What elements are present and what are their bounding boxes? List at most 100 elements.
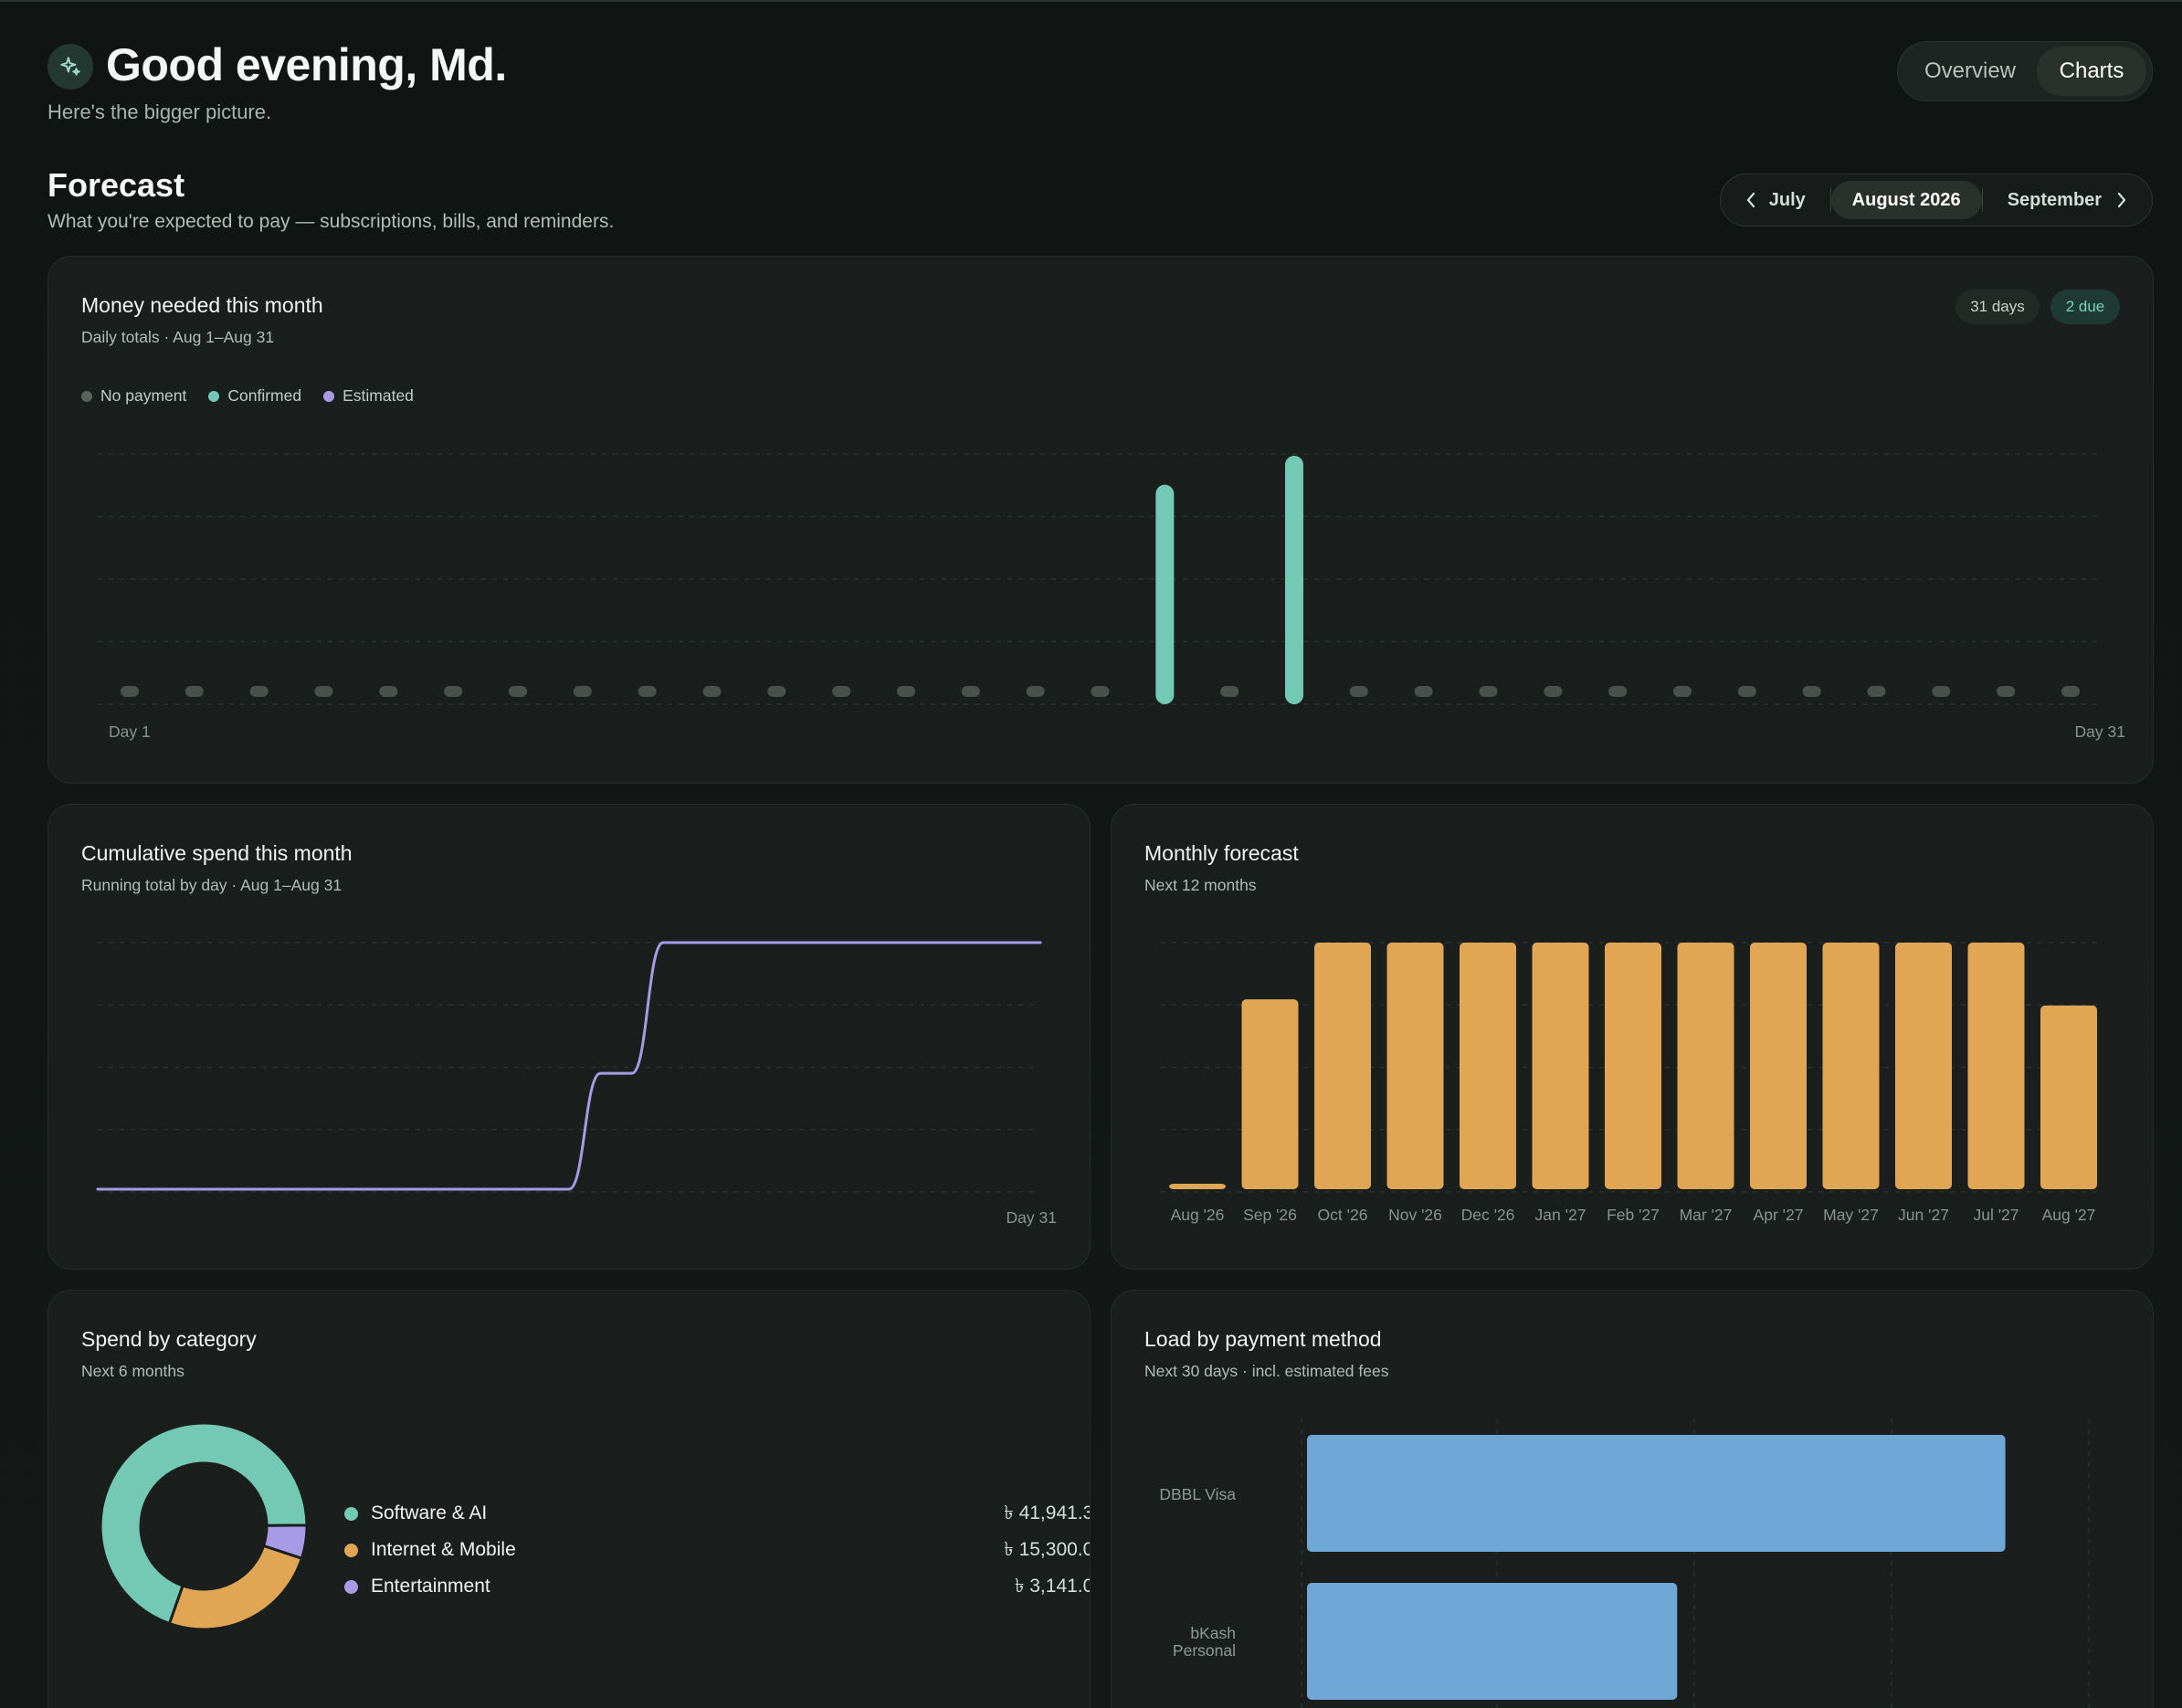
- month-bar: [1314, 943, 1371, 1189]
- tab-overview[interactable]: Overview: [1924, 58, 2017, 83]
- category-row-software: Software & AI ৳ 41,941.30: [344, 1495, 1090, 1532]
- next-month-button[interactable]: September: [1983, 190, 2152, 211]
- prev-month-button[interactable]: July: [1721, 190, 1830, 211]
- category-row-internet: Internet & Mobile ৳ 15,300.00: [344, 1532, 1090, 1568]
- category-name: Entertainment: [371, 1576, 490, 1597]
- month-bar: [1460, 943, 1516, 1189]
- category-amount: ৳ 41,941.30: [1004, 1502, 1090, 1523]
- day-bar-empty: [1414, 686, 1433, 697]
- category-dot: [344, 1579, 358, 1594]
- day-bar-empty: [249, 686, 269, 697]
- view-toggle: Overview Charts: [1897, 41, 2153, 101]
- method-bar: [1307, 1583, 1678, 1700]
- cumulative-card: Cumulative spend this month Running tota…: [47, 804, 1091, 1270]
- x-axis-start: Day 1: [109, 722, 151, 741]
- cumulative-line: [96, 941, 1042, 1191]
- category-row-entertainment: Entertainment ৳ 3,141.00: [344, 1568, 1090, 1605]
- month-bar: [1605, 943, 1661, 1189]
- chart-legend: No payment Confirmed Estimated: [81, 386, 414, 406]
- days-badge: 31 days: [1955, 290, 2040, 324]
- monthly-forecast-card: Monthly forecast Next 12 months Aug '26 S…: [1111, 804, 2154, 1270]
- month-bar: [1677, 943, 1734, 1189]
- chevron-right-icon: [2117, 192, 2126, 208]
- method-label-line: Personal: [1172, 1641, 1236, 1660]
- method-label-dbbl: DBBL Visa: [1126, 1486, 1236, 1503]
- card-subtitle: Daily totals · Aug 1–Aug 31: [81, 328, 275, 346]
- card-subtitle: Next 12 months: [1144, 876, 1257, 894]
- legend-item-no-payment: No payment: [81, 386, 186, 406]
- day-bar-empty: [1220, 686, 1239, 697]
- month-bar: [2040, 1005, 2097, 1189]
- day-bar-empty: [121, 686, 139, 697]
- divider: [1981, 188, 1983, 212]
- x-axis-end: Day 31: [1006, 1208, 1057, 1227]
- month-tick-label: Jun '27: [1898, 1206, 1949, 1224]
- tab-charts[interactable]: Charts: [2037, 47, 2146, 96]
- due-badge: 2 due: [2050, 290, 2120, 324]
- page-greeting: Good evening, Md.: [106, 39, 507, 90]
- day-bar-empty: [379, 686, 398, 697]
- month-tick-label: Apr '27: [1754, 1206, 1804, 1224]
- current-month[interactable]: August 2026: [1830, 181, 1982, 219]
- card-title: Monthly forecast: [1144, 841, 1299, 865]
- month-tick-label: Mar '27: [1680, 1206, 1733, 1224]
- chevron-left-icon: [1746, 192, 1755, 208]
- day-bar-empty: [444, 686, 463, 697]
- card-subtitle: Running total by day · Aug 1–Aug 31: [81, 876, 343, 894]
- month-tick-label: Jul '27: [1973, 1206, 2019, 1224]
- category-legend: Software & AI ৳ 41,941.30 Internet & Mob…: [344, 1495, 1090, 1605]
- daily-bar-chart: [98, 453, 2103, 705]
- card-title: Spend by category: [81, 1327, 257, 1351]
- card-title: Load by payment method: [1144, 1327, 1382, 1351]
- day-bar-confirmed: [1155, 484, 1175, 704]
- category-dot: [344, 1506, 358, 1521]
- day-bar-empty: [832, 686, 851, 697]
- month-bar: [1386, 943, 1444, 1189]
- card-title: Money needed this month: [81, 293, 323, 317]
- day-bar-empty: [184, 686, 204, 697]
- divider: [1829, 188, 1831, 212]
- method-bar: [1307, 1435, 2006, 1552]
- legend-label: Confirmed: [227, 386, 302, 405]
- category-amount: ৳ 15,300.00: [1004, 1538, 1090, 1560]
- legend-label: No payment: [100, 386, 187, 405]
- legend-dot: [323, 390, 335, 402]
- x-axis-end: Day 31: [2074, 722, 2125, 741]
- card-title: Cumulative spend this month: [81, 841, 353, 865]
- card-subtitle: Next 6 months: [81, 1362, 184, 1380]
- day-bar-empty: [2061, 686, 2080, 697]
- legend-dot: [81, 390, 92, 402]
- day-bar-empty: [1673, 686, 1692, 697]
- method-label-line: DBBL Visa: [1159, 1485, 1236, 1503]
- day-bar-empty: [1608, 686, 1628, 697]
- month-bar: [1169, 1184, 1226, 1189]
- day-bar-empty: [1026, 686, 1045, 697]
- payment-method-card: Load by payment method Next 30 days · in…: [1111, 1290, 2154, 1708]
- monthly-bar-chart: Aug '26 Sep '26 Oct '26 Nov '26 Dec '26 Jan '…: [1161, 942, 2103, 1224]
- top-border: [0, 0, 2182, 2]
- day-bar-empty: [767, 686, 786, 697]
- month-tick-label: Aug '26: [1171, 1206, 1225, 1224]
- month-bar: [1967, 943, 2025, 1189]
- legend-dot: [208, 390, 220, 402]
- prev-month-label: July: [1768, 189, 1806, 210]
- page-subtitle: Here's the bigger picture.: [47, 100, 272, 123]
- day-bar-empty: [638, 686, 657, 697]
- month-tick-label: May '27: [1823, 1206, 1879, 1224]
- month-tick-label: Sep '26: [1243, 1206, 1297, 1224]
- day-bar-empty: [897, 686, 915, 697]
- category-card: Spend by category Next 6 months Software…: [47, 1290, 1091, 1708]
- cumulative-line-chart: [96, 941, 1042, 1193]
- money-needed-card: Money needed this month Daily totals · A…: [47, 256, 2154, 784]
- day-bar-confirmed: [1285, 456, 1303, 704]
- month-bar: [1241, 999, 1299, 1189]
- donut-slice: [99, 1421, 309, 1626]
- legend-item-confirmed: Confirmed: [208, 386, 301, 406]
- month-bar: [1532, 943, 1589, 1189]
- day-bar-empty: [1544, 686, 1563, 697]
- day-bar-empty: [1479, 686, 1498, 697]
- category-name: Software & AI: [371, 1502, 488, 1523]
- day-bar-empty: [1867, 686, 1886, 697]
- month-tick-label: Aug '27: [2042, 1206, 2096, 1224]
- legend-label: Estimated: [343, 386, 414, 405]
